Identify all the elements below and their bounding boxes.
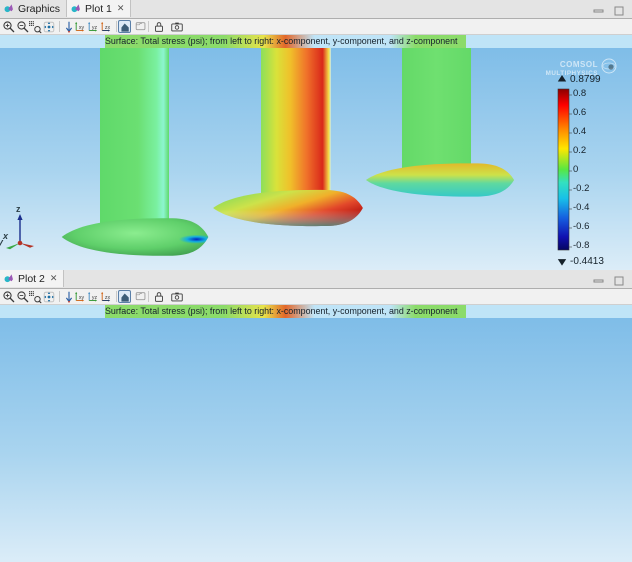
- svg-text:-0.6: -0.6: [573, 221, 589, 232]
- svg-text:-0.8: -0.8: [573, 240, 589, 251]
- svg-text:0.8: 0.8: [573, 88, 586, 99]
- svg-text:-0.4: -0.4: [573, 202, 589, 213]
- svg-text:-0.2: -0.2: [573, 183, 589, 194]
- svg-text:COMSOL: COMSOL: [560, 60, 598, 69]
- svg-text:xy: xy: [79, 295, 85, 301]
- svg-text:0.4: 0.4: [573, 126, 586, 137]
- svg-text:0.2: 0.2: [573, 145, 586, 156]
- svg-text:0: 0: [573, 164, 578, 175]
- svg-text:yz: yz: [92, 295, 98, 301]
- svg-text:0.6: 0.6: [573, 107, 586, 118]
- svg-text:yz: yz: [92, 25, 98, 31]
- svg-text:0.8799: 0.8799: [570, 74, 601, 85]
- svg-text:zx: zx: [105, 295, 111, 301]
- svg-text:z: z: [16, 204, 21, 214]
- svg-text:zx: zx: [105, 25, 111, 31]
- svg-text:x: x: [2, 231, 9, 241]
- svg-text:-0.4413: -0.4413: [570, 256, 604, 267]
- svg-text:xy: xy: [79, 25, 85, 31]
